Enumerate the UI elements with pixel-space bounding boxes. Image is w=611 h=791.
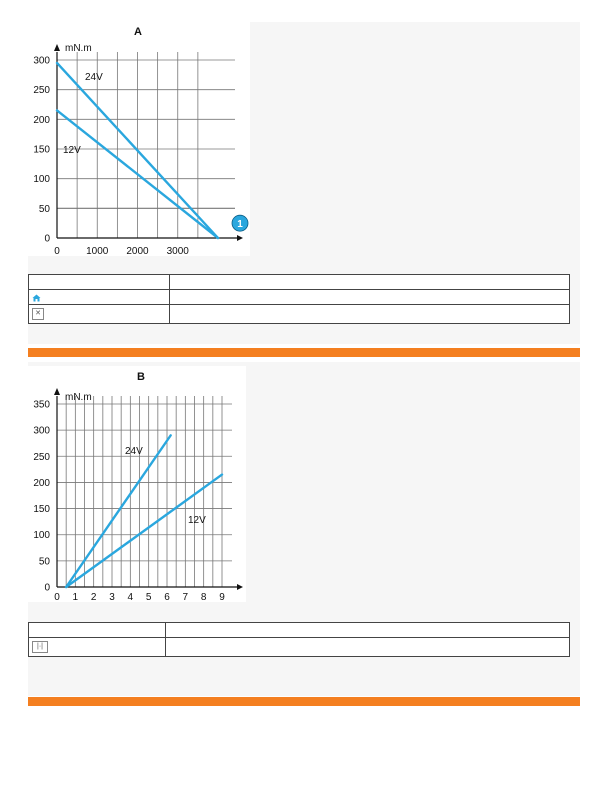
y-axis-label: mN.m xyxy=(65,43,92,54)
y-tick-label: 350 xyxy=(33,400,50,411)
section-divider-b xyxy=(28,697,580,706)
series-label-24V: 24V xyxy=(85,72,103,83)
y-tick-label: 0 xyxy=(44,583,50,594)
table-row xyxy=(28,622,570,638)
series-label-24V: 24V xyxy=(125,446,143,457)
y-axis-arrow xyxy=(54,388,60,395)
y-tick-label: 250 xyxy=(33,452,50,463)
spec-table-a: ✕ xyxy=(28,274,570,324)
y-tick-label: 200 xyxy=(33,115,50,126)
x-tick-label: 2 xyxy=(91,592,97,602)
x-tick-label: 0 xyxy=(54,246,60,256)
x-tick-label: 6 xyxy=(164,592,170,602)
table-row xyxy=(28,289,570,305)
x-tick-label: 3000 xyxy=(167,246,190,256)
x-tick-label: 9 xyxy=(219,592,225,602)
x-tick-label: 5 xyxy=(146,592,152,602)
annotation-label: 1 xyxy=(237,219,243,230)
chart-b-panel: BmN.m A 0 50 100 150 200 250 300 350 0 1 2 3 4 5 6 7 8 9 24V… xyxy=(28,358,246,603)
y-tick-label: 50 xyxy=(39,204,51,215)
y-tick-label: 100 xyxy=(33,174,50,185)
annotation-marker xyxy=(231,214,249,232)
y-tick-label: 150 xyxy=(33,145,50,156)
y-tick-label: 0 xyxy=(44,234,50,245)
series-label-12V: 12V xyxy=(63,145,81,156)
chart-title: B xyxy=(137,371,145,383)
y-tick-label: 200 xyxy=(33,478,50,489)
y-tick-label: 100 xyxy=(33,530,50,541)
chart-b: BmN.m A 0 50 100 150 200 250 300 350 0 1 2 3 4 5 6 7 8 9 24V… xyxy=(28,358,243,603)
x-tick-label: 1000 xyxy=(86,246,109,256)
spec-table-b: |·| xyxy=(28,622,570,657)
x-tick-label: 0 xyxy=(54,592,60,602)
y-tick-label: 300 xyxy=(33,56,50,67)
image-placeholder-icon: ✕ xyxy=(32,308,44,320)
table-row: ✕ xyxy=(28,304,570,324)
image-placeholder-icon: |·| xyxy=(32,641,48,653)
home-icon xyxy=(32,294,41,302)
x-tick-label: 1 xyxy=(73,592,79,602)
y-axis-label: mN.m xyxy=(65,392,92,403)
y-tick-label: 50 xyxy=(39,556,51,567)
series-line-12V xyxy=(55,109,220,240)
section-divider-a xyxy=(28,348,580,357)
table-row: |·| xyxy=(28,637,570,657)
x-axis-arrow xyxy=(237,584,243,590)
y-tick-label: 300 xyxy=(33,426,50,437)
x-axis-arrow xyxy=(237,235,243,241)
table-row xyxy=(28,274,570,290)
x-tick-label: 4 xyxy=(128,592,134,602)
x-axis-label: A xyxy=(28,366,35,369)
series-label-12V: 12V xyxy=(188,515,206,526)
series-line-24V xyxy=(55,61,220,240)
y-axis-arrow xyxy=(54,44,60,51)
series-line-12V xyxy=(64,473,224,589)
x-tick-label: 8 xyxy=(201,592,207,602)
y-tick-label: 150 xyxy=(33,504,50,515)
chart-title: A xyxy=(134,26,142,38)
x-tick-label: 7 xyxy=(183,592,189,602)
x-tick-label: 3 xyxy=(109,592,115,602)
series-line-24V xyxy=(64,434,172,589)
y-tick-label: 250 xyxy=(33,85,50,96)
x-tick-label: 2000 xyxy=(126,246,149,256)
